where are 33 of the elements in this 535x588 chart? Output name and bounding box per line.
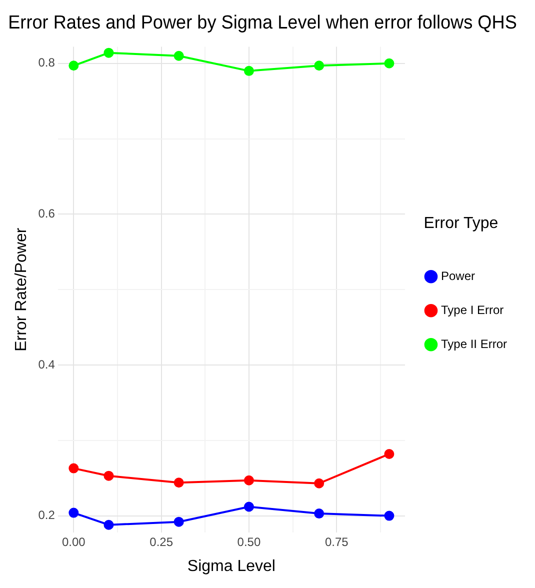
point xyxy=(384,58,394,68)
point xyxy=(174,50,184,61)
point xyxy=(174,478,184,488)
x-tick-label: 0.50 xyxy=(237,534,261,549)
x-tick-label: 0.00 xyxy=(62,534,86,549)
x-tick-label: 0.75 xyxy=(324,534,349,549)
point xyxy=(68,463,79,474)
legend-title: Error Type xyxy=(424,214,498,232)
point xyxy=(68,508,79,518)
legend-label: Type I Error xyxy=(440,302,504,317)
point xyxy=(314,478,324,488)
legend-label: Power xyxy=(440,268,475,283)
point xyxy=(244,502,254,512)
point xyxy=(314,60,324,71)
x-tick-label: 0.25 xyxy=(150,534,174,549)
point xyxy=(244,66,254,76)
point xyxy=(244,475,254,486)
y-tick-label: 0.2 xyxy=(38,508,56,522)
point xyxy=(314,508,324,519)
y-axis-title: Error Rate/Power xyxy=(13,227,30,352)
y-tick-label: 0.6 xyxy=(38,206,56,221)
point xyxy=(384,448,394,459)
point xyxy=(104,520,114,530)
point xyxy=(104,470,114,481)
point xyxy=(174,516,184,527)
legend-label: Type II Error xyxy=(440,336,508,351)
x-axis-title: Sigma Level xyxy=(187,558,276,575)
point xyxy=(104,48,114,58)
y-tick-label: 0.4 xyxy=(38,357,56,372)
point xyxy=(68,60,79,71)
point xyxy=(384,510,394,521)
chart-title: Error Rates and Power by Sigma Level when error follows QHS xyxy=(8,11,517,33)
y-tick-label: 0.8 xyxy=(38,56,56,70)
